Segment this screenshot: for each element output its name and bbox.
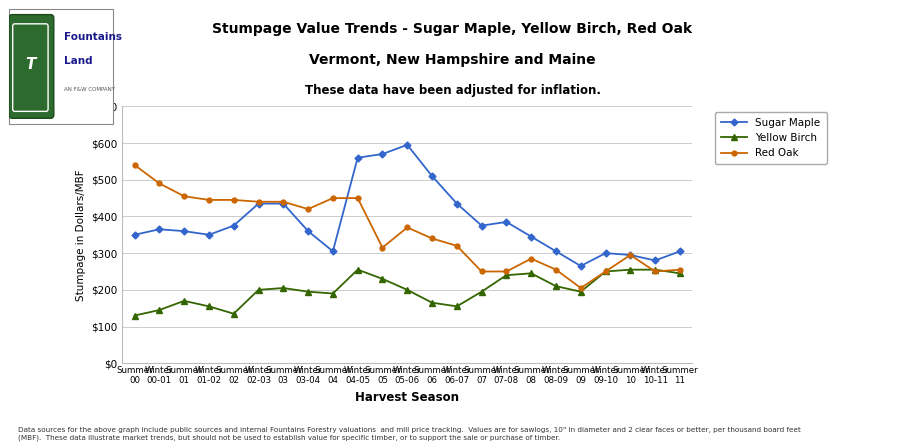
Red Oak <box>154 181 165 186</box>
Sugar Maple <box>352 155 363 160</box>
Legend: Sugar Maple, Yellow Birch, Red Oak: Sugar Maple, Yellow Birch, Red Oak <box>715 112 826 164</box>
Yellow Birch <box>402 287 413 292</box>
FancyBboxPatch shape <box>9 15 53 118</box>
Yellow Birch <box>278 285 289 291</box>
Sugar Maple <box>253 201 264 206</box>
Text: Stumpage Value Trends - Sugar Maple, Yellow Birch, Red Oak: Stumpage Value Trends - Sugar Maple, Yel… <box>213 22 692 36</box>
Sugar Maple <box>178 229 189 234</box>
Line: Yellow Birch: Yellow Birch <box>131 267 683 319</box>
Yellow Birch <box>253 287 264 292</box>
Y-axis label: Stumpage in Dollars/MBF: Stumpage in Dollars/MBF <box>75 169 85 301</box>
Red Oak <box>204 197 214 202</box>
Red Oak <box>476 269 487 274</box>
Yellow Birch <box>154 307 165 313</box>
Sugar Maple <box>674 249 685 254</box>
Sugar Maple <box>452 201 462 206</box>
Red Oak <box>402 225 413 230</box>
Text: Fountains: Fountains <box>64 31 122 42</box>
Sugar Maple <box>600 250 611 256</box>
Red Oak <box>426 236 437 241</box>
Sugar Maple <box>302 229 313 234</box>
Red Oak <box>600 269 611 274</box>
Sugar Maple <box>650 258 661 263</box>
Text: These data have been adjusted for inflation.: These data have been adjusted for inflat… <box>304 84 601 97</box>
Yellow Birch <box>501 272 512 278</box>
Sugar Maple <box>476 223 487 228</box>
Sugar Maple <box>576 263 586 268</box>
Sugar Maple <box>154 227 165 232</box>
Red Oak <box>129 163 140 168</box>
Line: Red Oak: Red Oak <box>132 163 682 291</box>
Yellow Birch <box>228 311 239 316</box>
Sugar Maple <box>377 152 388 157</box>
Red Oak <box>650 269 661 274</box>
Yellow Birch <box>328 291 338 296</box>
Yellow Birch <box>625 267 636 272</box>
Red Oak <box>278 199 289 204</box>
FancyBboxPatch shape <box>9 9 113 124</box>
Sugar Maple <box>526 234 537 239</box>
Red Oak <box>625 253 636 258</box>
Sugar Maple <box>402 142 413 148</box>
Red Oak <box>452 243 462 249</box>
Sugar Maple <box>278 201 289 206</box>
Red Oak <box>352 195 363 201</box>
Red Oak <box>253 199 264 204</box>
Sugar Maple <box>625 253 636 258</box>
Yellow Birch <box>452 304 462 309</box>
Yellow Birch <box>674 271 685 276</box>
Red Oak <box>501 269 512 274</box>
Text: Data sources for the above graph include public sources and internal Fountains F: Data sources for the above graph include… <box>18 427 801 441</box>
Yellow Birch <box>426 300 437 305</box>
Yellow Birch <box>377 276 388 281</box>
Line: Sugar Maple: Sugar Maple <box>132 143 682 268</box>
Red Oak <box>550 267 561 272</box>
Sugar Maple <box>426 173 437 179</box>
X-axis label: Harvest Season: Harvest Season <box>356 391 459 404</box>
Yellow Birch <box>650 267 661 272</box>
Red Oak <box>328 195 338 201</box>
Sugar Maple <box>328 249 338 254</box>
Red Oak <box>526 256 537 261</box>
Yellow Birch <box>550 284 561 289</box>
Yellow Birch <box>526 271 537 276</box>
Yellow Birch <box>600 269 611 274</box>
Sugar Maple <box>501 219 512 225</box>
Red Oak <box>228 197 239 202</box>
Text: Vermont, New Hampshire and Maine: Vermont, New Hampshire and Maine <box>310 53 595 67</box>
Red Oak <box>674 267 685 272</box>
Text: T: T <box>25 57 35 72</box>
Sugar Maple <box>228 223 239 228</box>
Red Oak <box>576 285 586 291</box>
Red Oak <box>377 245 388 250</box>
Sugar Maple <box>550 249 561 254</box>
Red Oak <box>302 206 313 212</box>
Red Oak <box>178 194 189 199</box>
Yellow Birch <box>204 304 214 309</box>
Yellow Birch <box>178 298 189 303</box>
Text: AN F&W COMPANY: AN F&W COMPANY <box>64 87 115 92</box>
Yellow Birch <box>476 289 487 294</box>
Yellow Birch <box>352 267 363 272</box>
Yellow Birch <box>129 313 140 318</box>
Yellow Birch <box>302 289 313 294</box>
Yellow Birch <box>576 289 586 294</box>
Sugar Maple <box>204 232 214 237</box>
Text: Land: Land <box>64 56 93 66</box>
Sugar Maple <box>129 232 140 237</box>
